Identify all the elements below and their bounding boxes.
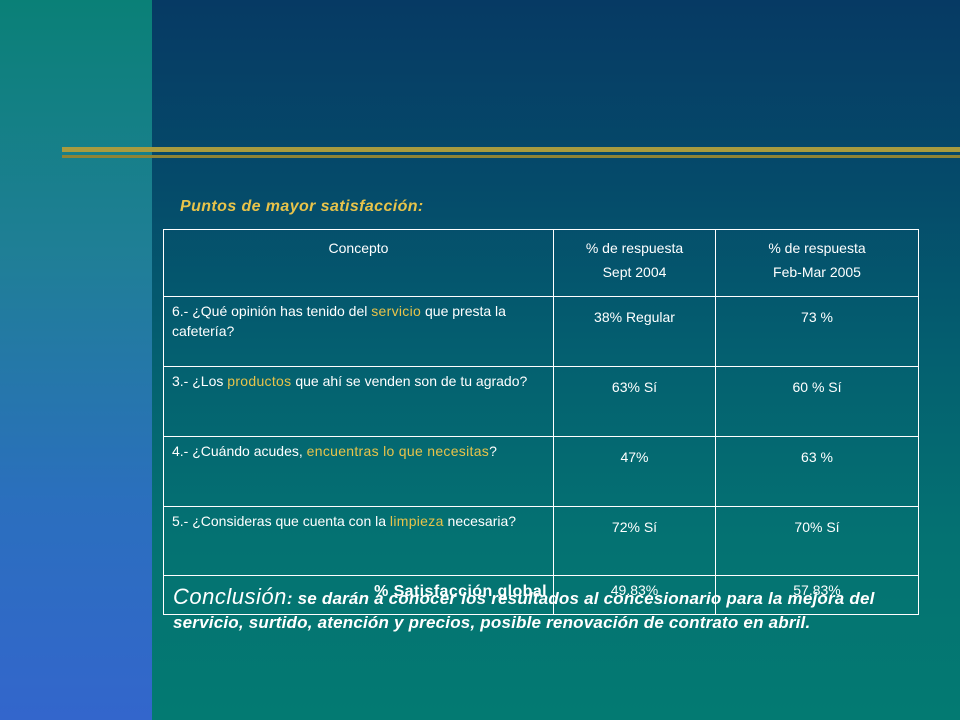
header-concepto-label: Concepto bbox=[328, 240, 389, 256]
feb-mar-2005-value: 63 % bbox=[715, 436, 919, 507]
header-sept-2004: % de respuesta Sept 2004 bbox=[553, 229, 716, 297]
feb-mar-2005-value: 70% Sí bbox=[715, 506, 919, 576]
sept-2004-value: 72% Sí bbox=[553, 506, 716, 576]
conclusion-lead: Conclusión bbox=[173, 584, 287, 609]
header-concepto: Concepto bbox=[163, 229, 554, 297]
question-cell: 5.- ¿Consideras que cuenta con la limpie… bbox=[163, 506, 554, 576]
divider-rule bbox=[62, 147, 960, 152]
table-row: 3.- ¿Los productos que ahí se venden son… bbox=[163, 366, 919, 437]
question-cell: 6.- ¿Qué opinión has tenido del servicio… bbox=[163, 296, 554, 367]
question-cell: 4.- ¿Cuándo acudes, encuentras lo que ne… bbox=[163, 436, 554, 507]
question-cell: 3.- ¿Los productos que ahí se venden son… bbox=[163, 366, 554, 437]
question-text: 6.- ¿Qué opinión has tenido del bbox=[172, 303, 372, 319]
divider-rule-secondary bbox=[62, 155, 960, 158]
table-row: 4.- ¿Cuándo acudes, encuentras lo que ne… bbox=[163, 436, 919, 507]
question-text-end: ? bbox=[489, 443, 497, 459]
question-highlight: productos bbox=[227, 373, 292, 389]
section-title: Puntos de mayor satisfacción: bbox=[180, 198, 424, 215]
total-sept-2004: 49.83% bbox=[553, 575, 716, 615]
header-sept-2004-line2: Sept 2004 bbox=[602, 264, 667, 280]
table-row: 5.- ¿Consideras que cuenta con la limpie… bbox=[163, 506, 919, 576]
sept-2004-value: 38% Regular bbox=[553, 296, 716, 367]
question-highlight: servicio bbox=[371, 303, 422, 319]
question-text: 4.- ¿Cuándo acudes, bbox=[172, 443, 307, 459]
question-text: 3.- ¿Los bbox=[172, 373, 228, 389]
header-sept-2004-line1: % de respuesta bbox=[585, 240, 684, 256]
table-total-row: % Satisfacción global 49.83% 57.83% bbox=[163, 575, 919, 615]
feb-mar-2005-value: 60 % Sí bbox=[715, 366, 919, 437]
table-row: 6.- ¿Qué opinión has tenido del servicio… bbox=[163, 296, 919, 367]
total-label: % Satisfacción global bbox=[163, 575, 554, 615]
question-text-end: que ahí se venden son de tu agrado? bbox=[291, 373, 528, 389]
table-header-row: Concepto % de respuesta Sept 2004 % de r… bbox=[163, 229, 919, 297]
conclusion-paragraph: Conclusión: se darán a conocer los resul… bbox=[173, 585, 933, 635]
header-feb-mar-2005-line1: % de respuesta bbox=[768, 240, 866, 256]
total-feb-mar-2005: 57.83% bbox=[715, 575, 919, 615]
header-feb-mar-2005: % de respuesta Feb-Mar 2005 bbox=[715, 229, 919, 297]
question-text-end: que presta la cafetería? bbox=[172, 303, 506, 339]
sept-2004-value: 47% bbox=[553, 436, 716, 507]
header-feb-mar-2005-line2: Feb-Mar 2005 bbox=[773, 264, 861, 280]
conclusion-text: : se darán a conocer los resultados al c… bbox=[173, 589, 875, 632]
question-highlight: encuentras lo que necesitas bbox=[306, 443, 490, 459]
question-text-end: necesaria? bbox=[443, 513, 517, 529]
question-highlight: limpieza bbox=[389, 513, 444, 529]
feb-mar-2005-value: 73 % bbox=[715, 296, 919, 367]
left-decorative-panel bbox=[0, 0, 152, 720]
question-text: 5.- ¿Consideras que cuenta con la bbox=[172, 513, 390, 529]
satisfaction-table: Concepto % de respuesta Sept 2004 % de r… bbox=[163, 229, 919, 615]
sept-2004-value: 63% Sí bbox=[553, 366, 716, 437]
